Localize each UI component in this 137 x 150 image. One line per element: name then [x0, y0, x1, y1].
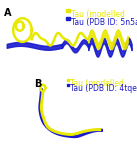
Bar: [66, 9, 70, 12]
Bar: [66, 17, 70, 20]
Bar: [67, 84, 69, 86]
Text: Tau (modelled: Tau (modelled: [70, 79, 124, 88]
Text: Tau (modelled: Tau (modelled: [71, 10, 125, 19]
Bar: [67, 79, 69, 81]
Text: A: A: [4, 8, 12, 18]
Text: B: B: [34, 79, 42, 88]
Text: Tau (PDB ID: 5n5a): Tau (PDB ID: 5n5a): [71, 18, 137, 27]
Text: Tau (PDB ID: 4tqe): Tau (PDB ID: 4tqe): [70, 84, 137, 93]
